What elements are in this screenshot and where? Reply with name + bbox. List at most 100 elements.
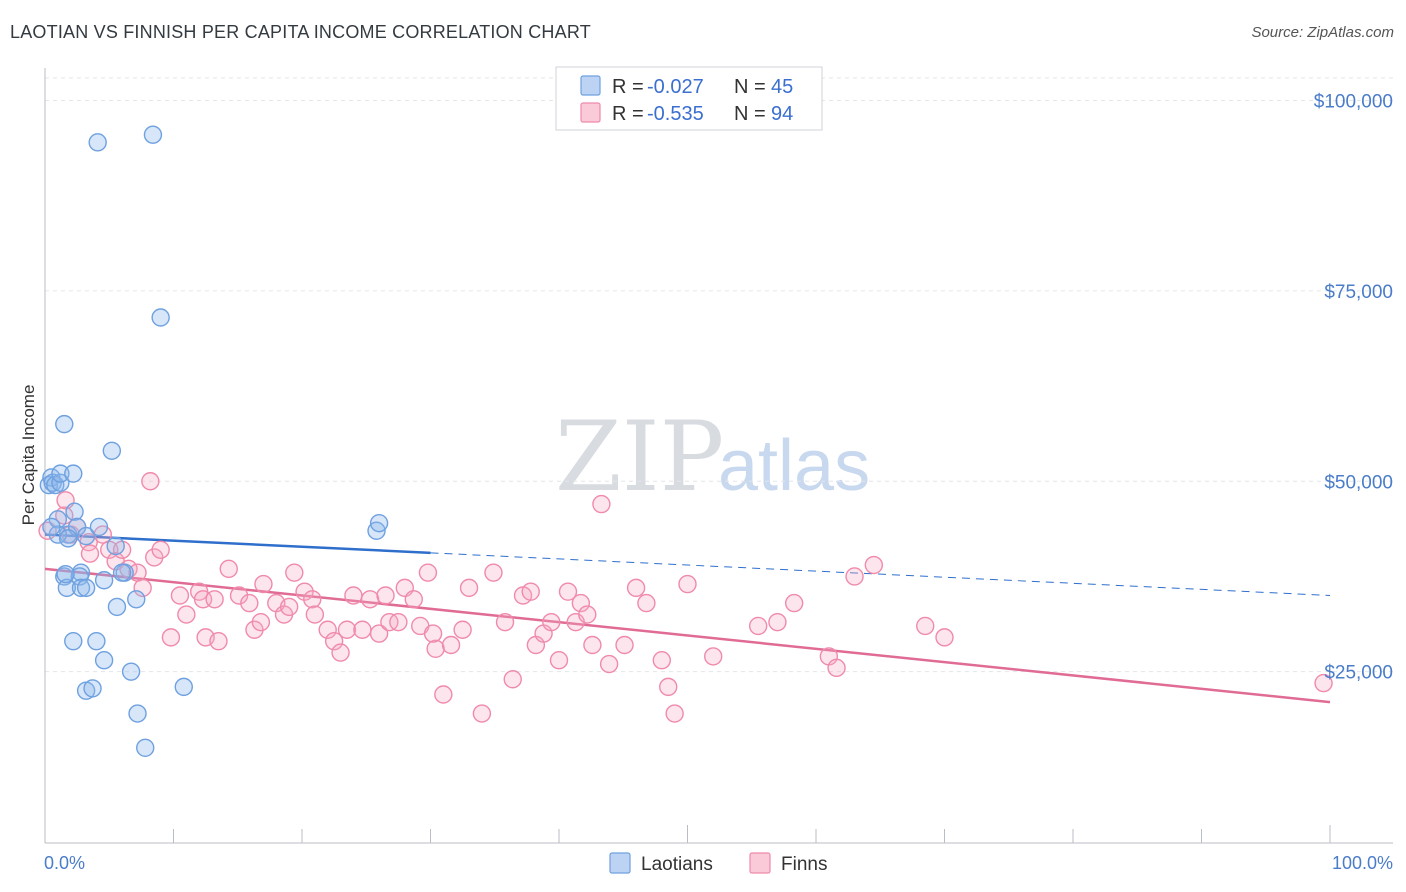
data-point-laotians <box>369 513 389 533</box>
data-point-finns <box>80 544 100 563</box>
data-point-laotians <box>58 529 78 548</box>
data-point-laotians <box>94 651 114 670</box>
data-point-finns <box>637 593 656 613</box>
data-point-finns <box>665 704 684 723</box>
data-point-finns <box>521 582 540 601</box>
data-point-finns <box>151 540 170 559</box>
data-point-finns <box>678 574 697 594</box>
data-point-finns <box>324 631 344 651</box>
y-tick-label-50000: $50,000 <box>1324 472 1393 493</box>
data-point-finns <box>423 624 443 643</box>
data-point-finns <box>864 555 884 575</box>
data-point-finns <box>1314 673 1333 693</box>
data-point-finns <box>318 620 337 639</box>
watermark-zip: ZIP <box>555 401 724 513</box>
series-label-laotians: Laotians <box>641 854 713 875</box>
data-point-finns <box>453 620 472 639</box>
data-point-laotians <box>94 571 114 590</box>
axes <box>44 68 1393 844</box>
data-point-finns <box>434 685 453 704</box>
data-point-laotians <box>56 564 75 584</box>
data-point-finns <box>578 605 597 624</box>
data-point-finns <box>768 612 787 632</box>
series-label-finns: Finns <box>781 854 827 875</box>
legend-n-label-finns: N = <box>734 103 766 125</box>
series-swatch-laotians <box>609 852 631 874</box>
data-point-finns <box>599 654 619 674</box>
legend-r-value-finns: -0.535 <box>647 103 704 125</box>
data-point-laotians <box>121 662 141 681</box>
correlation-legend: R = -0.027 N = 45 R = -0.535 N = 94 <box>555 66 823 131</box>
legend-n-label-laotians: N = <box>734 76 766 98</box>
data-point-finns <box>177 605 196 624</box>
legend-r-value-laotians: -0.027 <box>647 76 704 98</box>
data-point-finns <box>472 704 492 723</box>
data-point-finns <box>305 605 325 624</box>
y-axis-label: Per Capita Income <box>19 385 38 526</box>
data-point-laotians <box>64 631 83 651</box>
data-point-finns <box>337 620 357 639</box>
data-point-laotians <box>102 441 122 460</box>
legend-swatch-finns <box>580 102 601 123</box>
data-point-finns <box>426 639 445 658</box>
data-point-finns <box>141 472 160 491</box>
data-point-finns <box>376 586 395 605</box>
data-point-finns <box>558 582 578 601</box>
data-point-finns <box>205 590 224 609</box>
data-points <box>38 125 1333 758</box>
data-point-laotians <box>87 631 106 651</box>
legend-r-label-finns: R = <box>612 103 644 125</box>
trend-line-laotians <box>44 533 431 555</box>
x-tick-label-max: 100.0% <box>1332 853 1393 873</box>
data-point-laotians <box>107 597 127 617</box>
trend-lines <box>44 533 1331 704</box>
data-point-finns <box>170 586 190 605</box>
data-point-laotians <box>51 464 70 483</box>
data-point-laotians <box>151 308 170 327</box>
data-point-finns <box>285 563 304 582</box>
x-tick-label-min: 0.0% <box>44 853 85 873</box>
series-legend: Laotians Finns <box>609 852 827 875</box>
data-point-finns <box>209 631 228 651</box>
data-point-finns <box>935 628 954 647</box>
data-point-laotians <box>174 677 193 697</box>
data-point-finns <box>240 593 259 613</box>
data-point-finns <box>161 628 181 647</box>
data-point-laotians <box>143 125 163 144</box>
data-point-finns <box>251 612 271 632</box>
watermark-atlas: atlas <box>718 426 870 506</box>
data-point-finns <box>369 624 389 643</box>
data-point-finns <box>279 597 299 617</box>
data-point-finns <box>441 635 461 655</box>
data-point-laotians <box>89 517 109 537</box>
data-point-finns <box>331 643 350 662</box>
chart-title: LAOTIAN VS FINNISH PER CAPITA INCOME COR… <box>10 22 591 42</box>
legend-n-value-laotians: 45 <box>771 76 793 98</box>
data-point-finns <box>652 651 671 670</box>
data-point-laotians <box>76 578 96 598</box>
legend-n-value-finns: 94 <box>771 103 793 125</box>
data-point-laotians <box>112 563 132 582</box>
data-point-finns <box>353 620 372 639</box>
data-point-laotians <box>65 502 84 521</box>
data-point-laotians <box>71 578 91 598</box>
grid-lines <box>45 77 1393 673</box>
series-swatch-finns <box>749 852 771 874</box>
data-point-finns <box>133 578 152 598</box>
y-tick-labels: $25,000 $50,000 $75,000 $100,000 <box>1314 91 1393 683</box>
data-point-finns <box>404 590 423 609</box>
y-tick-label-75000: $75,000 <box>1324 282 1393 303</box>
data-point-finns <box>592 494 611 514</box>
data-point-finns <box>418 563 438 582</box>
legend-swatch-laotians <box>580 75 601 96</box>
data-point-finns <box>583 635 602 655</box>
data-point-laotians <box>57 578 77 598</box>
data-point-finns <box>360 590 380 609</box>
data-point-finns <box>344 586 363 605</box>
data-point-finns <box>571 593 591 613</box>
data-point-finns <box>254 574 273 594</box>
data-point-laotians <box>76 526 96 546</box>
data-point-finns <box>459 578 479 598</box>
data-point-finns <box>219 559 238 579</box>
